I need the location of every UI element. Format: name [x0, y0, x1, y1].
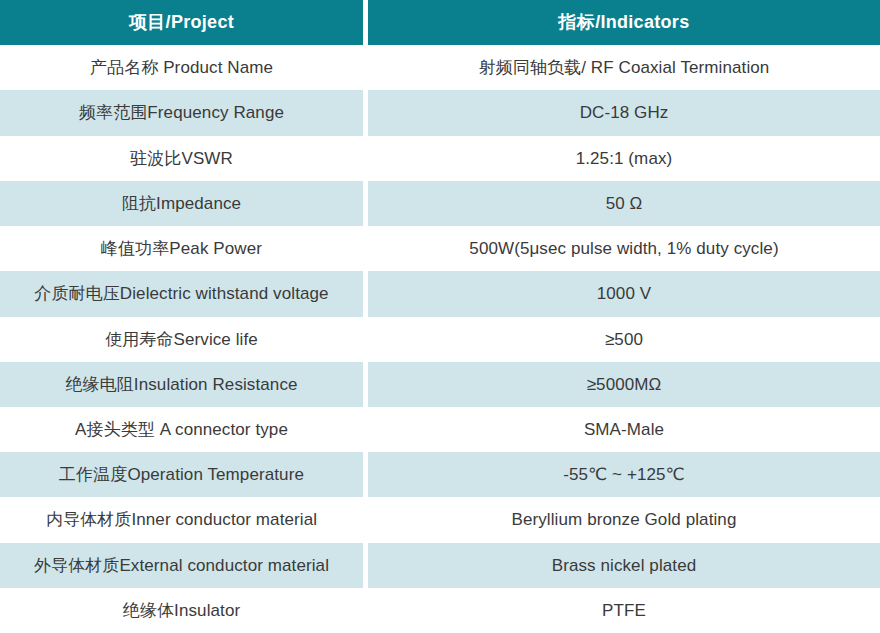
table-row: 峰值功率Peak Power 500W(5μsec pulse width, 1… [0, 226, 880, 271]
header-indicators: 指标/Indicators [368, 0, 880, 45]
table-row: 阻抗Impedance 50 Ω [0, 181, 880, 226]
indicator-cell: 1000 V [368, 271, 880, 316]
table-row: 内导体材质Inner conductor material Beryllium … [0, 497, 880, 542]
indicator-cell: Beryllium bronze Gold plating [368, 497, 880, 542]
project-cell: 阻抗Impedance [0, 181, 363, 226]
table-row: 介质耐电压Dielectric withstand voltage 1000 V [0, 271, 880, 316]
project-cell: 使用寿命Service life [0, 317, 363, 362]
indicator-cell: 500W(5μsec pulse width, 1% duty cycle) [368, 226, 880, 271]
project-cell: 内导体材质Inner conductor material [0, 497, 363, 542]
spec-table: 项目/Project 指标/Indicators 产品名称 Product Na… [0, 0, 880, 633]
table-header-row: 项目/Project 指标/Indicators [0, 0, 880, 45]
project-cell: 驻波比VSWR [0, 136, 363, 181]
table-row: 工作温度Operation Temperature -55℃ ~ +125℃ [0, 452, 880, 497]
project-cell: 频率范围Frequency Range [0, 90, 363, 135]
project-cell: 介质耐电压Dielectric withstand voltage [0, 271, 363, 316]
indicator-cell: Brass nickel plated [368, 543, 880, 588]
indicator-cell: -55℃ ~ +125℃ [368, 452, 880, 497]
project-cell: A接头类型 A connector type [0, 407, 363, 452]
project-cell: 工作温度Operation Temperature [0, 452, 363, 497]
indicator-cell: SMA-Male [368, 407, 880, 452]
table-row: 使用寿命Service life ≥500 [0, 317, 880, 362]
table-row: 绝缘体Insulator PTFE [0, 588, 880, 633]
project-cell: 产品名称 Product Name [0, 45, 363, 90]
indicator-cell: 50 Ω [368, 181, 880, 226]
table-row: 驻波比VSWR 1.25:1 (max) [0, 136, 880, 181]
table-row: 频率范围Frequency Range DC-18 GHz [0, 90, 880, 135]
indicator-cell: PTFE [368, 588, 880, 633]
indicator-cell: 1.25:1 (max) [368, 136, 880, 181]
indicator-cell: DC-18 GHz [368, 90, 880, 135]
table-row: 外导体材质External conductor material Brass n… [0, 543, 880, 588]
project-cell: 峰值功率Peak Power [0, 226, 363, 271]
project-cell: 绝缘体Insulator [0, 588, 363, 633]
indicator-cell: ≥5000MΩ [368, 362, 880, 407]
table-row: 绝缘电阻Insulation Resistance ≥5000MΩ [0, 362, 880, 407]
project-cell: 外导体材质External conductor material [0, 543, 363, 588]
table-row: A接头类型 A connector type SMA-Male [0, 407, 880, 452]
table-row: 产品名称 Product Name 射频同轴负载/ RF Coaxial Ter… [0, 45, 880, 90]
indicator-cell: ≥500 [368, 317, 880, 362]
header-project: 项目/Project [0, 0, 363, 45]
indicator-cell: 射频同轴负载/ RF Coaxial Termination [368, 45, 880, 90]
project-cell: 绝缘电阻Insulation Resistance [0, 362, 363, 407]
